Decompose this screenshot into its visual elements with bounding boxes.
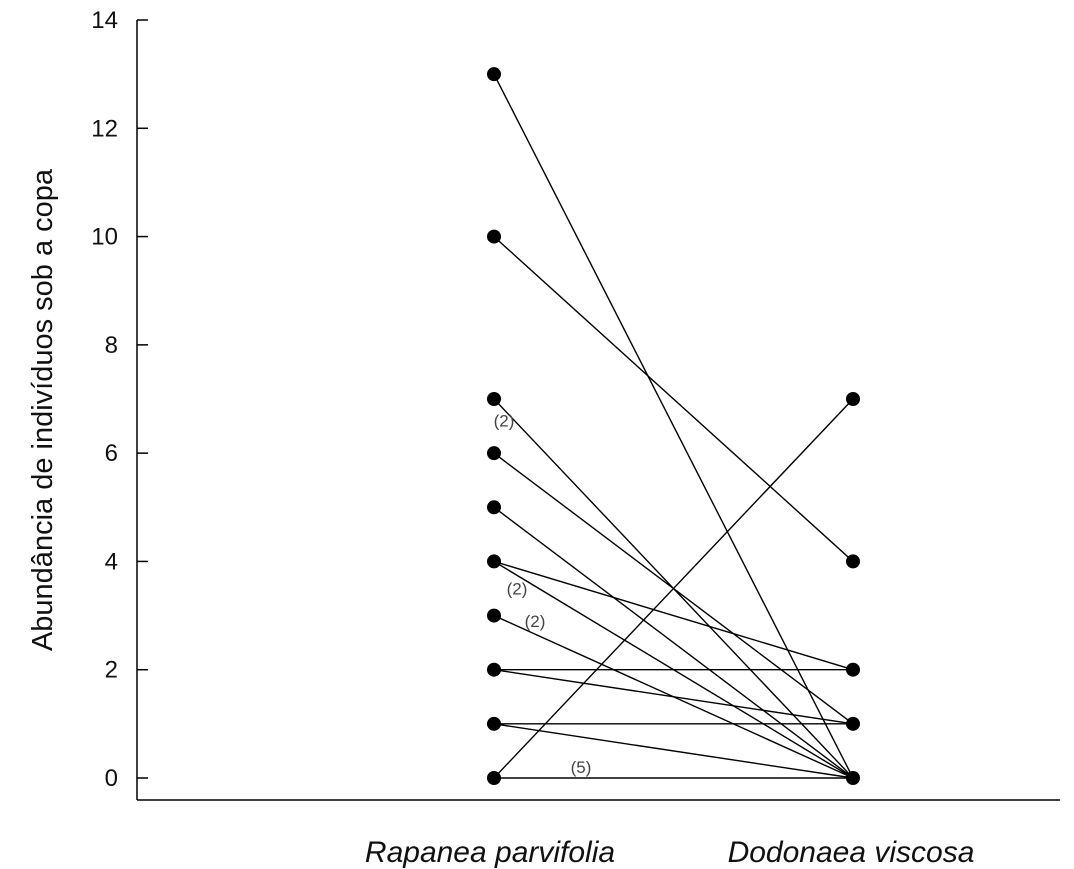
y-tick-label: 4 <box>105 548 118 575</box>
point-dodonaea <box>846 662 860 677</box>
point-rapanea <box>487 716 501 731</box>
pair-line <box>493 506 854 779</box>
pair-lines <box>493 73 854 779</box>
pair-line <box>493 236 854 562</box>
point-dodonaea <box>846 716 860 731</box>
annotations: (2) (2) (2) (5) <box>494 412 592 778</box>
y-tick-label: 6 <box>105 440 118 467</box>
point-rapanea <box>487 229 501 244</box>
pair-line <box>493 723 854 779</box>
pair-line <box>493 73 854 779</box>
point-rapanea <box>487 771 501 785</box>
y-tick-label: 14 <box>91 7 118 34</box>
point-rapanea <box>487 67 501 82</box>
point-dodonaea <box>846 771 860 785</box>
data-points <box>487 67 860 785</box>
category-label: Dodonaea viscosa <box>728 836 975 869</box>
count-annotation: (5) <box>571 758 592 777</box>
point-rapanea <box>487 608 501 623</box>
pair-line <box>493 560 854 671</box>
y-tick-label: 0 <box>105 765 118 792</box>
y-tick-label: 12 <box>91 115 118 142</box>
point-rapanea <box>487 662 501 677</box>
pair-line <box>493 669 854 725</box>
y-tick-label: 8 <box>105 332 118 359</box>
category-label: Rapanea parvifolia <box>365 836 615 869</box>
point-rapanea <box>487 392 501 406</box>
y-tick-label: 2 <box>105 657 118 684</box>
point-dodonaea <box>846 554 860 569</box>
point-rapanea <box>487 500 501 515</box>
count-annotation: (2) <box>494 412 515 431</box>
point-rapanea <box>487 446 501 461</box>
category-labels: Rapanea parvifolia Dodonaea viscosa <box>365 836 975 869</box>
y-tick-label: 10 <box>91 224 118 251</box>
count-annotation: (2) <box>507 580 528 599</box>
point-dodonaea <box>846 392 860 406</box>
axes <box>136 20 1060 801</box>
count-annotation: (2) <box>525 612 546 631</box>
y-axis-title: Abundância de indivíduos sob a copa <box>27 168 59 651</box>
y-ticks: 0 2 4 6 8 10 12 14 <box>91 7 148 792</box>
point-rapanea <box>487 554 501 569</box>
pair-line <box>493 398 854 779</box>
